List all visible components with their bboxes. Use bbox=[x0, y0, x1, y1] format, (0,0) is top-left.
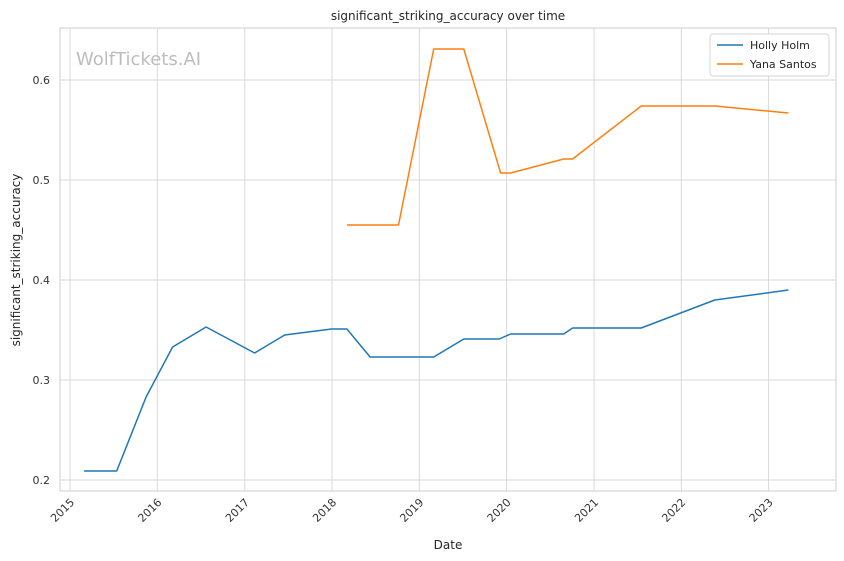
legend-label-yana-santos: Yana Santos bbox=[749, 58, 817, 71]
grid-lines bbox=[60, 28, 836, 491]
series-line-yana-santos bbox=[346, 48, 789, 226]
legend: Holly Holm Yana Santos bbox=[709, 33, 830, 77]
y-tick-label: 0.4 bbox=[33, 274, 51, 287]
watermark-text: WolfTickets.AI bbox=[76, 49, 201, 70]
x-axis-label: Date bbox=[434, 538, 463, 552]
chart-title: significant_striking_accuracy over time bbox=[331, 9, 565, 23]
y-axis-ticks: 0.2 0.3 0.4 0.5 0.6 bbox=[33, 74, 51, 487]
y-axis-label: significant_striking_accuracy bbox=[9, 174, 23, 347]
series-layer bbox=[84, 48, 789, 472]
series-line-holly-holm bbox=[84, 289, 789, 472]
y-tick-label: 0.3 bbox=[33, 374, 51, 387]
y-tick-label: 0.6 bbox=[33, 74, 51, 87]
y-tick-label: 0.5 bbox=[33, 174, 51, 187]
plot-area bbox=[59, 27, 837, 492]
legend-label-holly-holm: Holly Holm bbox=[750, 39, 810, 52]
y-tick-label: 0.2 bbox=[33, 474, 51, 487]
